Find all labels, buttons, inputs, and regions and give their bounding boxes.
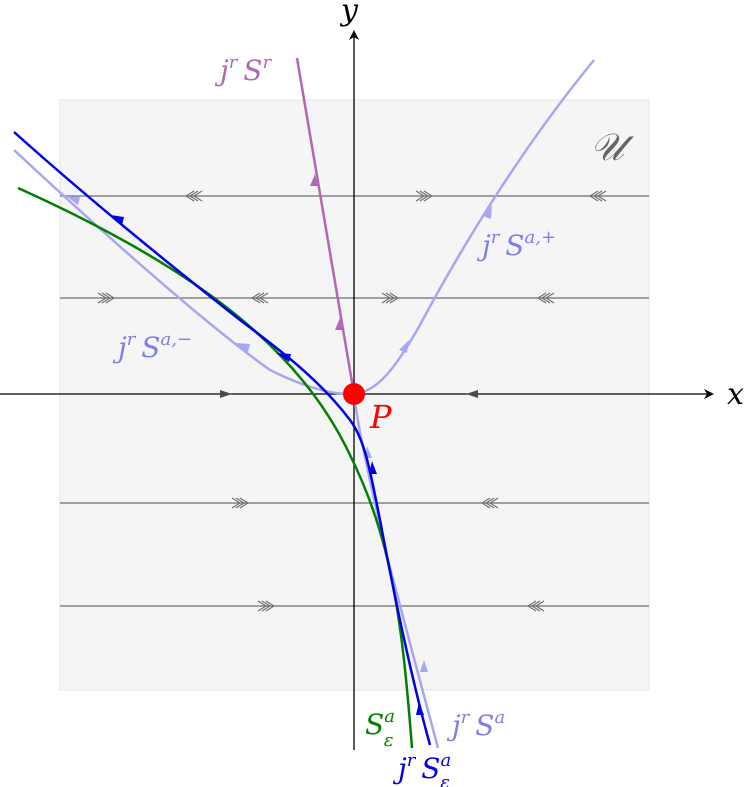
flow-direction-markers	[97, 190, 607, 612]
triple-chevron-left-icon	[480, 497, 499, 509]
arrow-up-icon	[310, 174, 318, 186]
curve-jr-Sr	[295, 57, 356, 395]
triple-chevron-left-icon	[250, 292, 269, 304]
x-axis-label: x	[727, 377, 744, 412]
curve-jr-S-eps-a	[13, 131, 432, 746]
triple-chevron-right-icon	[257, 600, 276, 612]
triple-chevron-left-icon	[526, 600, 545, 612]
triple-chevron-right-icon	[381, 292, 400, 304]
arrow-up-left-icon	[236, 343, 250, 352]
triple-chevron-left-icon	[184, 190, 203, 202]
arrow-up-left-icon	[276, 353, 291, 362]
arrow-up-icon	[335, 318, 343, 330]
triple-chevron-right-icon	[231, 497, 250, 509]
triple-chevron-right-icon	[415, 190, 434, 202]
label-jr-S-eps-a: jr Sa ε	[392, 750, 451, 787]
arrow-right-icon	[220, 390, 232, 398]
curve-jr-Sa-minus	[13, 149, 355, 396]
arrow-up-left-icon	[66, 196, 80, 205]
triple-chevron-left-icon	[588, 190, 607, 202]
label-S-eps-a: Sa ε	[365, 706, 395, 751]
arrow-up-left-icon	[110, 215, 124, 225]
curve-S-eps-a	[17, 186, 414, 749]
label-jr-Sa: jr Sa	[446, 707, 505, 742]
point-p-label: P	[369, 398, 392, 436]
label-jr-Sr: jr Sr	[214, 52, 272, 87]
y-axis-label: y	[339, 0, 359, 28]
curve-jr-Sa-plus	[353, 59, 595, 396]
triple-chevron-right-icon	[97, 292, 116, 304]
label-jr-Sa-plus: jr Sa,+	[476, 227, 556, 262]
arrow-left-icon	[466, 390, 478, 398]
arrow-up-icon	[420, 660, 428, 672]
point-p-marker	[343, 383, 365, 405]
arrow-up-icon	[369, 461, 377, 474]
triple-chevron-left-icon	[536, 292, 555, 304]
arrow-up-right-icon	[483, 205, 492, 219]
arrow-up-icon	[416, 702, 424, 715]
arrow-up-right-icon	[399, 340, 409, 353]
